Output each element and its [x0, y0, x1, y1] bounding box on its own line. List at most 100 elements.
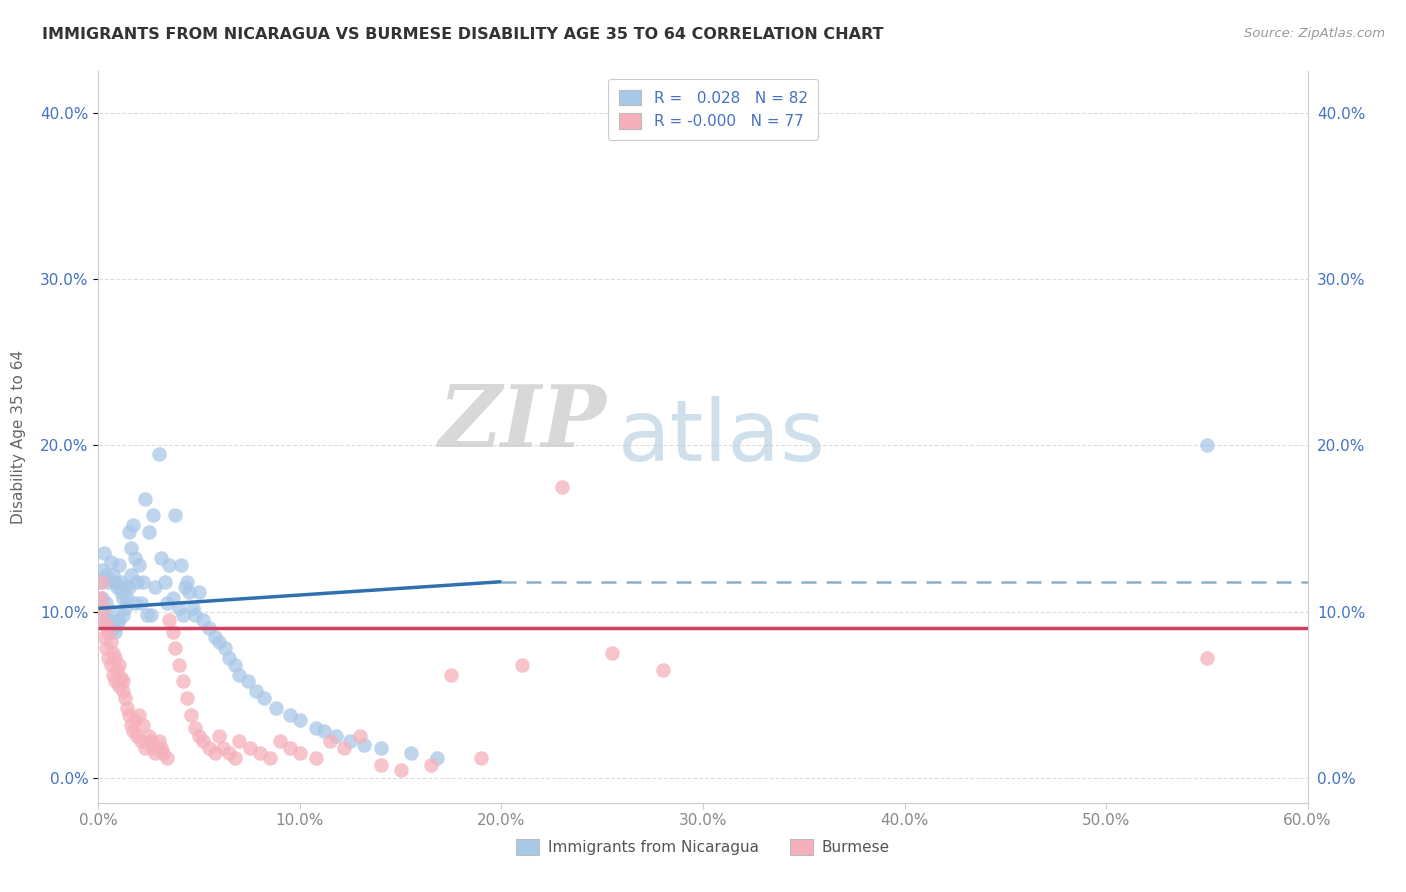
- Point: [157, 613, 180, 627]
- Point: [176, 574, 198, 589]
- Point: [125, 574, 148, 589]
- Point: [100, 657, 122, 672]
- Point: [96, 568, 118, 582]
- Point: [440, 667, 463, 681]
- Point: [176, 691, 198, 706]
- Point: [157, 558, 180, 573]
- Point: [259, 751, 281, 765]
- Point: [124, 713, 146, 727]
- Point: [143, 580, 166, 594]
- Text: IMMIGRANTS FROM NICARAGUA VS BURMESE DISABILITY AGE 35 TO 64 CORRELATION CHART: IMMIGRANTS FROM NICARAGUA VS BURMESE DIS…: [42, 27, 884, 42]
- Point: [264, 701, 287, 715]
- Point: [305, 721, 328, 735]
- Point: [651, 663, 673, 677]
- Point: [121, 518, 143, 533]
- Point: [89, 574, 111, 589]
- Point: [118, 707, 141, 722]
- Point: [218, 651, 240, 665]
- Point: [184, 721, 207, 735]
- Point: [143, 746, 166, 760]
- Point: [111, 607, 134, 622]
- Point: [551, 480, 574, 494]
- Point: [253, 691, 276, 706]
- Point: [204, 746, 226, 760]
- Point: [97, 613, 120, 627]
- Point: [204, 630, 226, 644]
- Point: [148, 447, 170, 461]
- Point: [132, 574, 155, 589]
- Point: [128, 707, 150, 722]
- Point: [89, 591, 111, 606]
- Point: [138, 524, 160, 539]
- Point: [1195, 438, 1218, 452]
- Point: [162, 624, 184, 639]
- Point: [249, 746, 271, 760]
- Point: [353, 738, 375, 752]
- Point: [107, 680, 129, 694]
- Point: [118, 580, 141, 594]
- Point: [115, 701, 138, 715]
- Point: [114, 580, 136, 594]
- Point: [110, 584, 132, 599]
- Point: [193, 613, 215, 627]
- Point: [118, 524, 141, 539]
- Point: [121, 724, 143, 739]
- Point: [156, 751, 179, 765]
- Point: [172, 674, 194, 689]
- Point: [93, 607, 115, 622]
- Point: [305, 751, 328, 765]
- Point: [91, 591, 114, 606]
- Point: [96, 641, 118, 656]
- Point: [181, 601, 204, 615]
- Point: [218, 746, 240, 760]
- Point: [107, 657, 129, 672]
- Text: Source: ZipAtlas.com: Source: ZipAtlas.com: [1244, 27, 1385, 40]
- Point: [198, 621, 221, 635]
- Point: [101, 621, 124, 635]
- Point: [198, 740, 221, 755]
- Point: [163, 641, 186, 656]
- Point: [349, 729, 371, 743]
- Point: [149, 551, 172, 566]
- Point: [188, 729, 211, 743]
- Point: [370, 740, 392, 755]
- Point: [120, 541, 142, 556]
- Point: [97, 574, 120, 589]
- Point: [125, 729, 148, 743]
- Point: [93, 630, 115, 644]
- Point: [96, 596, 118, 610]
- Point: [325, 729, 347, 743]
- Point: [228, 667, 250, 681]
- Point: [120, 568, 142, 582]
- Point: [288, 713, 311, 727]
- Point: [142, 740, 165, 755]
- Point: [167, 657, 190, 672]
- Point: [111, 674, 134, 689]
- Point: [236, 674, 259, 689]
- Point: [228, 734, 250, 748]
- Point: [510, 657, 533, 672]
- Point: [214, 641, 236, 656]
- Point: [180, 707, 202, 722]
- Point: [129, 596, 152, 610]
- Point: [172, 607, 194, 622]
- Point: [114, 601, 136, 615]
- Point: [269, 734, 291, 748]
- Point: [339, 734, 361, 748]
- Point: [426, 751, 449, 765]
- Point: [103, 674, 125, 689]
- Point: [124, 551, 146, 566]
- Point: [184, 607, 207, 622]
- Point: [162, 591, 184, 606]
- Point: [224, 751, 246, 765]
- Point: [148, 734, 170, 748]
- Point: [101, 646, 124, 660]
- Point: [93, 546, 115, 560]
- Point: [103, 624, 125, 639]
- Point: [105, 580, 128, 594]
- Point: [212, 740, 235, 755]
- Point: [101, 568, 124, 582]
- Point: [105, 663, 128, 677]
- Point: [100, 634, 122, 648]
- Point: [100, 555, 122, 569]
